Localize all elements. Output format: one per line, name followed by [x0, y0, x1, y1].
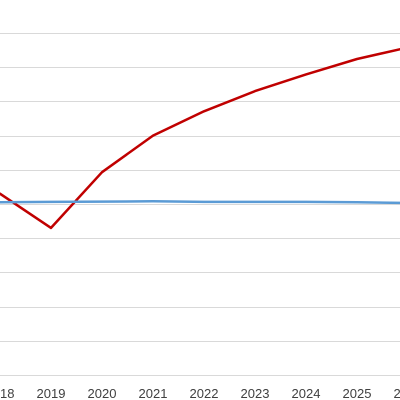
gridlines	[0, 33, 400, 376]
series-line-2	[0, 200, 400, 205]
x-tick-label: 2025	[343, 386, 372, 400]
series-layer	[0, 47, 400, 230]
x-tick-label: 2018	[0, 386, 14, 400]
x-tick-label: 2026	[394, 386, 400, 400]
x-tick-label: 2019	[37, 386, 66, 400]
x-tick-label: 2021	[139, 386, 168, 400]
x-axis-tick-labels: 2018 2019 2020 2021 2022 2023 2024 2025 2026	[0, 386, 400, 400]
series-line-1	[0, 47, 400, 230]
x-tick-label: 2024	[292, 386, 321, 400]
x-tick-label: 2020	[88, 386, 117, 400]
x-tick-label: 2023	[241, 386, 270, 400]
x-tick-label: 2022	[190, 386, 219, 400]
